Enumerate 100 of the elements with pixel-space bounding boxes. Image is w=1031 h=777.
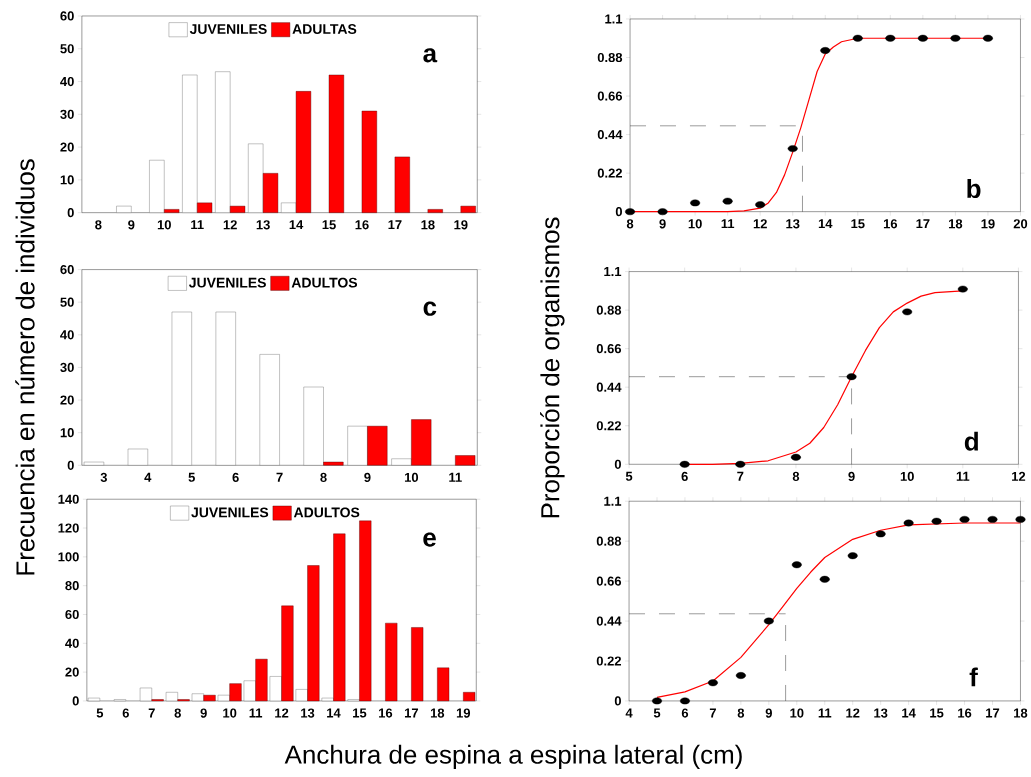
x-tick-label: 10 bbox=[900, 471, 914, 482]
x-tick-label: 6 bbox=[122, 708, 129, 718]
y-tick-label: 0 bbox=[614, 696, 621, 706]
y-tick-label: 40 bbox=[65, 638, 79, 648]
x-tick-label: 7 bbox=[276, 472, 283, 482]
y-tick-label: 20 bbox=[60, 142, 74, 152]
x-tick-label: 13 bbox=[874, 708, 888, 718]
x-tick-label: 5 bbox=[188, 472, 195, 482]
x-tick-label: 15 bbox=[322, 220, 336, 230]
x-tick-label: 13 bbox=[301, 708, 315, 718]
y-tick-label: 1.1 bbox=[604, 267, 622, 277]
x-tick-label: 8 bbox=[95, 220, 102, 230]
y-tick-label: 50 bbox=[60, 44, 74, 54]
x-tick-label: 7 bbox=[709, 708, 716, 718]
y-tick-label: 0 bbox=[72, 696, 79, 706]
x-tick-label: 19 bbox=[981, 219, 995, 229]
x-tick-label: 11 bbox=[818, 708, 832, 718]
x-tick-label: 10 bbox=[404, 472, 419, 483]
x-tick-label: 10 bbox=[790, 708, 804, 718]
x-tick-label: 6 bbox=[232, 472, 239, 483]
x-tick-label: 7 bbox=[148, 708, 155, 718]
annotation: c bbox=[423, 301, 437, 316]
y-tick-label: 1.1 bbox=[604, 496, 622, 506]
x-tick-label: 14 bbox=[327, 708, 341, 718]
y-tick-label: 120 bbox=[58, 523, 79, 533]
x-tick-label: 10 bbox=[157, 220, 171, 230]
x-tick-label: 14 bbox=[818, 219, 833, 229]
legend-label: JUVENILES bbox=[189, 24, 267, 35]
y-tick-label: 20 bbox=[65, 667, 79, 677]
x-tick-label: 9 bbox=[200, 708, 207, 718]
y-tick-label: 0.66 bbox=[597, 91, 623, 101]
x-tick-label: 7 bbox=[737, 471, 744, 481]
x-tick-label: 18 bbox=[430, 708, 445, 718]
y-tick-label: 100 bbox=[58, 552, 79, 562]
x-tick-label: 9 bbox=[364, 472, 371, 483]
y-tick-label: 0.22 bbox=[597, 168, 623, 178]
y-axis-title: Frecuencia en número de individuos bbox=[15, 159, 35, 575]
y-tick-label: 0 bbox=[67, 208, 74, 218]
y-tick-label: 20 bbox=[60, 395, 74, 405]
x-tick-label: 16 bbox=[883, 219, 898, 229]
y-tick-label: 30 bbox=[60, 362, 74, 373]
y-tick-label: 10 bbox=[60, 175, 74, 185]
y-tick-label: 60 bbox=[60, 11, 74, 21]
y-tick-label: 140 bbox=[58, 494, 79, 504]
x-tick-label: 11 bbox=[191, 220, 204, 230]
x-tick-label: 8 bbox=[320, 472, 327, 483]
x-tick-label: 9 bbox=[659, 219, 666, 229]
x-tick-label: 9 bbox=[848, 471, 855, 482]
x-tick-label: 8 bbox=[174, 708, 181, 718]
x-tick-label: 17 bbox=[404, 708, 419, 718]
x-tick-label: 5 bbox=[653, 708, 661, 718]
x-tick-label: 14 bbox=[289, 220, 304, 230]
x-tick-label: 12 bbox=[846, 708, 860, 718]
y-tick-label: 0.88 bbox=[596, 536, 622, 546]
y-tick-label: 30 bbox=[60, 109, 74, 120]
x-tick-label: 6 bbox=[681, 471, 688, 482]
x-tick-label: 16 bbox=[355, 220, 369, 230]
legend-label: ADULTAS bbox=[292, 24, 357, 35]
x-tick-label: 18 bbox=[948, 219, 963, 229]
x-tick-label: 20 bbox=[1013, 219, 1028, 229]
y-tick-label: 40 bbox=[60, 330, 74, 340]
y-tick-label: 60 bbox=[65, 609, 79, 620]
x-tick-label: 4 bbox=[144, 472, 152, 482]
annotation: f bbox=[969, 667, 978, 687]
x-tick-label: 16 bbox=[958, 708, 972, 718]
x-tick-label: 18 bbox=[421, 220, 435, 230]
legend-label: JUVENILES bbox=[191, 507, 269, 518]
y-tick-label: 0.44 bbox=[597, 130, 623, 140]
y-tick-label: 0.88 bbox=[596, 305, 622, 315]
x-tick-label: 17 bbox=[388, 220, 402, 230]
x-tick-label: 12 bbox=[275, 708, 289, 718]
y-tick-label: 0.22 bbox=[596, 656, 622, 666]
x-tick-label: 15 bbox=[930, 708, 944, 718]
y-tick-label: 0.22 bbox=[596, 421, 622, 431]
x-tick-label: 11 bbox=[721, 219, 735, 229]
x-tick-label: 19 bbox=[456, 708, 471, 718]
x-tick-label: 11 bbox=[249, 708, 263, 718]
x-tick-label: 17 bbox=[986, 708, 1000, 718]
legend-label: ADULTOS bbox=[293, 507, 360, 518]
y-tick-label: 50 bbox=[60, 297, 74, 307]
x-tick-label: 13 bbox=[256, 220, 270, 230]
x-tick-label: 15 bbox=[353, 708, 367, 718]
x-tick-label: 4 bbox=[625, 708, 633, 718]
annotation: e bbox=[423, 532, 436, 547]
x-tick-label: 10 bbox=[688, 219, 702, 229]
y-tick-label: 0 bbox=[615, 207, 622, 217]
legend-label: JUVENILES bbox=[189, 277, 266, 288]
x-tick-label: 17 bbox=[916, 219, 930, 229]
y-tick-label: 1.1 bbox=[605, 14, 623, 24]
x-tick-label: 15 bbox=[851, 219, 865, 229]
x-axis-title: Anchura de espina a espina lateral (cm) bbox=[284, 744, 742, 770]
x-tick-label: 6 bbox=[681, 708, 689, 718]
x-tick-label: 16 bbox=[379, 708, 393, 718]
y-axis-title: Proporción de organismos bbox=[540, 217, 565, 518]
x-tick-label: 14 bbox=[902, 708, 916, 718]
annotation: b bbox=[967, 179, 981, 199]
x-tick-label: 9 bbox=[765, 708, 772, 718]
x-tick-label: 12 bbox=[223, 220, 237, 230]
annotation: a bbox=[423, 48, 438, 63]
y-tick-label: 0.44 bbox=[596, 616, 622, 626]
